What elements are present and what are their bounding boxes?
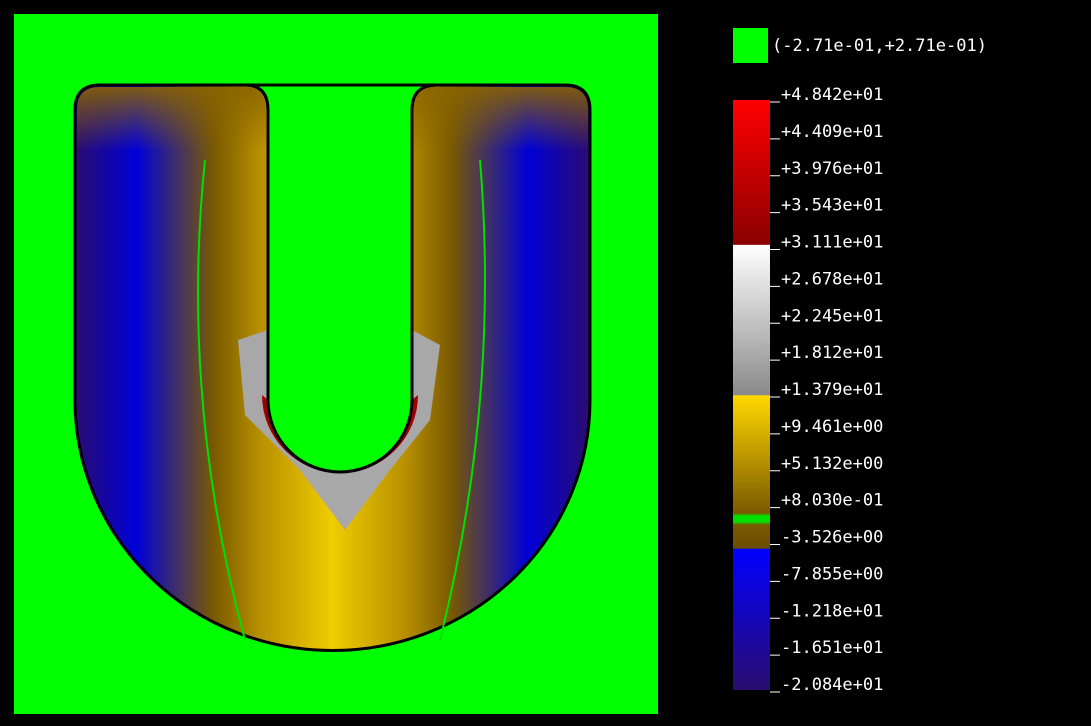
zero-band-swatch — [733, 28, 768, 63]
zero-band-label: (-2.71e-01,+2.71e-01) — [772, 36, 987, 56]
color-bar-label: -1.218e+01 — [781, 601, 883, 621]
top-shading — [77, 87, 588, 300]
color-bar — [733, 100, 770, 690]
color-bar-labels: +4.842e+01 +4.409e+01 +3.976e+01 +3.543e+01… — [770, 85, 883, 695]
gray-zone — [238, 330, 440, 530]
color-bar-label: +3.111e+01 — [781, 233, 883, 253]
color-bar-label: -3.526e+00 — [781, 528, 883, 548]
color-bar-label: -1.651e+01 — [781, 638, 883, 658]
color-bar-label: +5.132e+00 — [781, 454, 883, 474]
color-bar-label: +1.812e+01 — [781, 343, 883, 363]
color-bar-label: +9.461e+00 — [781, 417, 883, 437]
color-bar-label: +2.678e+01 — [781, 269, 883, 289]
slot — [244, 83, 438, 474]
color-bar-label: +2.245e+01 — [781, 306, 883, 326]
color-bar-label: -2.084e+01 — [781, 675, 883, 695]
color-bar-label: +3.543e+01 — [781, 196, 883, 216]
color-bar-label: +3.976e+01 — [781, 159, 883, 179]
color-bar-label: +4.842e+01 — [781, 85, 883, 105]
color-bar-label: +4.409e+01 — [781, 122, 883, 142]
zero-contour — [197, 159, 486, 641]
color-bar-label: +1.379e+01 — [781, 380, 883, 400]
color-bar-label: -7.855e+00 — [781, 564, 883, 584]
color-bar-label: +8.030e-01 — [781, 491, 883, 511]
